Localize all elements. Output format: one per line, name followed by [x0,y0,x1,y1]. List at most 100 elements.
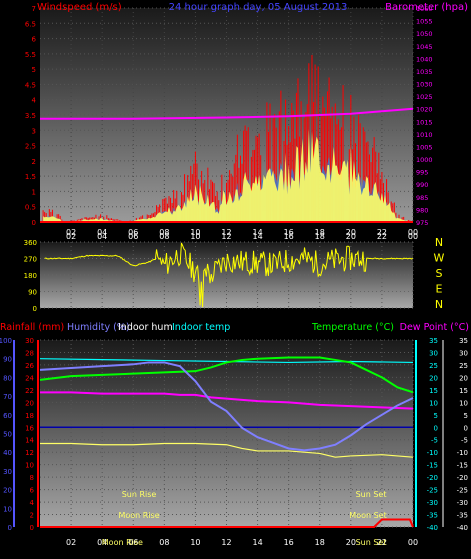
dew-tick-label: -35 [457,512,468,520]
rain-tick-label: 22 [25,387,34,395]
baro-tick-label: 995 [416,169,428,177]
rain-tick-label: 20 [25,399,34,407]
temp-tick-label: 25 [429,362,438,370]
wind-tick-label: 2.5 [25,143,36,151]
wind-tick-label: 6 [32,36,37,44]
climate-plot-background [40,340,413,527]
rain-tick-label: 18 [25,412,34,420]
climate-x-tick: 12 [221,538,231,547]
temp-tick-label: -25 [427,487,438,495]
rain-tick-label: 14 [25,437,34,445]
rain-tick-label: 0 [30,524,34,532]
sun-rise-label: Sun Rise [122,490,157,499]
compass-label: S [436,267,443,280]
indoor-temp-line [40,442,414,458]
wind-x-tick: 06 [128,228,138,237]
temp-tick-label: 5 [434,412,438,420]
temp-tick-label: 15 [429,387,438,395]
wind-axis-label: Windspeed (m/s) [37,2,122,13]
humidity-tick-label: 70 [3,393,12,401]
humidity-tick-label: 10 [3,505,12,513]
rain-tick-label: 4 [30,499,35,507]
indoor-hum-label: Indoor hum [118,322,173,333]
baro-tick-label: 1025 [416,93,433,101]
temp-tick-label: -40 [427,524,438,532]
climate-x-tick: 20 [346,538,356,547]
bottom-sun-set-label: Sun Set [356,538,387,547]
dew-tick-label: 35 [459,337,468,345]
barometer-line [40,107,414,120]
humidity-tick-label: 90 [3,356,12,364]
direction-tick-label: 0 [33,305,37,313]
wind-tick-label: 4.5 [25,81,36,89]
humidity-tick-label: 60 [3,412,12,420]
baro-axis-label: Barometer (hpa) [385,2,468,13]
wind-x-tick: 22 [377,228,387,237]
wind-tick-label: 1 [32,188,36,196]
top-x-tick: 22 [377,232,387,241]
dew-tick-label: -10 [457,449,468,457]
temp-tick-label: 30 [429,349,438,357]
humidity-tick-label: 20 [3,487,12,495]
baro-tick-label: 1055 [416,18,433,26]
rain-tick-label: 24 [25,374,34,382]
dew-tick-label: 30 [459,349,468,357]
humidity-tick-label: 30 [3,468,12,476]
baro-tick-label: 990 [416,181,428,189]
baro-tick-label: 1060 [416,5,433,13]
rain-tick-label: 28 [25,349,34,357]
top-x-tick: 02 [66,232,76,241]
climate-x-tick: 18 [315,538,325,547]
wind-tick-label: 0.5 [25,204,36,212]
chart-title: 24 hour graph day, 05 August 2013 [169,2,348,13]
rainfall-label: Rainfall (mm) [0,322,64,333]
wind-tick-label: 6.5 [25,20,36,28]
baro-tick-label: 1015 [416,118,433,126]
dew-point-line [40,391,414,410]
wind-direction-line [44,242,414,308]
humidity-tick-label: 80 [3,374,12,382]
top-x-tick: 08 [159,232,169,241]
wind-x-tick: 08 [159,228,169,237]
temp-tick-label: 35 [429,337,438,345]
baro-tick-label: 985 [416,194,428,202]
baro-tick-label: 1050 [416,30,433,38]
dew-tick-label: 0 [464,424,468,432]
temperature-line [39,356,414,394]
dew-tick-label: 25 [459,362,468,370]
baro-tick-label: 1045 [416,43,433,51]
wind-tick-label: 2 [32,158,36,166]
temp-tick-label: -20 [427,474,438,482]
humidity-tick-label: 0 [8,524,12,532]
dew-tick-label: 10 [459,399,468,407]
top-x-tick: 18 [315,232,325,241]
compass-label: W [434,252,445,265]
direction-tick-label: 360 [24,239,37,247]
rainfall-line [40,518,414,528]
temp-tick-label: 0 [434,424,438,432]
rain-tick-label: 6 [30,487,35,495]
rain-tick-label: 10 [25,462,34,470]
dew-tick-label: -20 [457,474,468,482]
baro-tick-label: 1000 [416,156,433,164]
dew-tick-label: -30 [457,499,468,507]
humidity-tick-label: 40 [3,449,12,457]
humidity-line [39,361,414,452]
dew-point-label: Dew Point (°C) [400,322,469,333]
rain-tick-label: 16 [25,424,34,432]
top-x-tick: 00 [408,232,418,241]
wind-x-tick: 10 [190,228,200,237]
climate-x-tick: 06 [128,538,138,547]
climate-x-tick: 02 [66,538,76,547]
rain-tick-label: 26 [25,362,34,370]
top-x-tick: 04 [97,232,107,241]
temp-tick-label: -5 [431,437,438,445]
climate-x-tick: 14 [252,538,262,547]
dew-tick-label: -25 [457,487,468,495]
direction-tick-label: 270 [24,256,37,264]
temp-tick-label: -15 [427,462,438,470]
temperature-label: Temperature (°C) [311,322,394,333]
top-x-tick: 06 [128,232,138,241]
